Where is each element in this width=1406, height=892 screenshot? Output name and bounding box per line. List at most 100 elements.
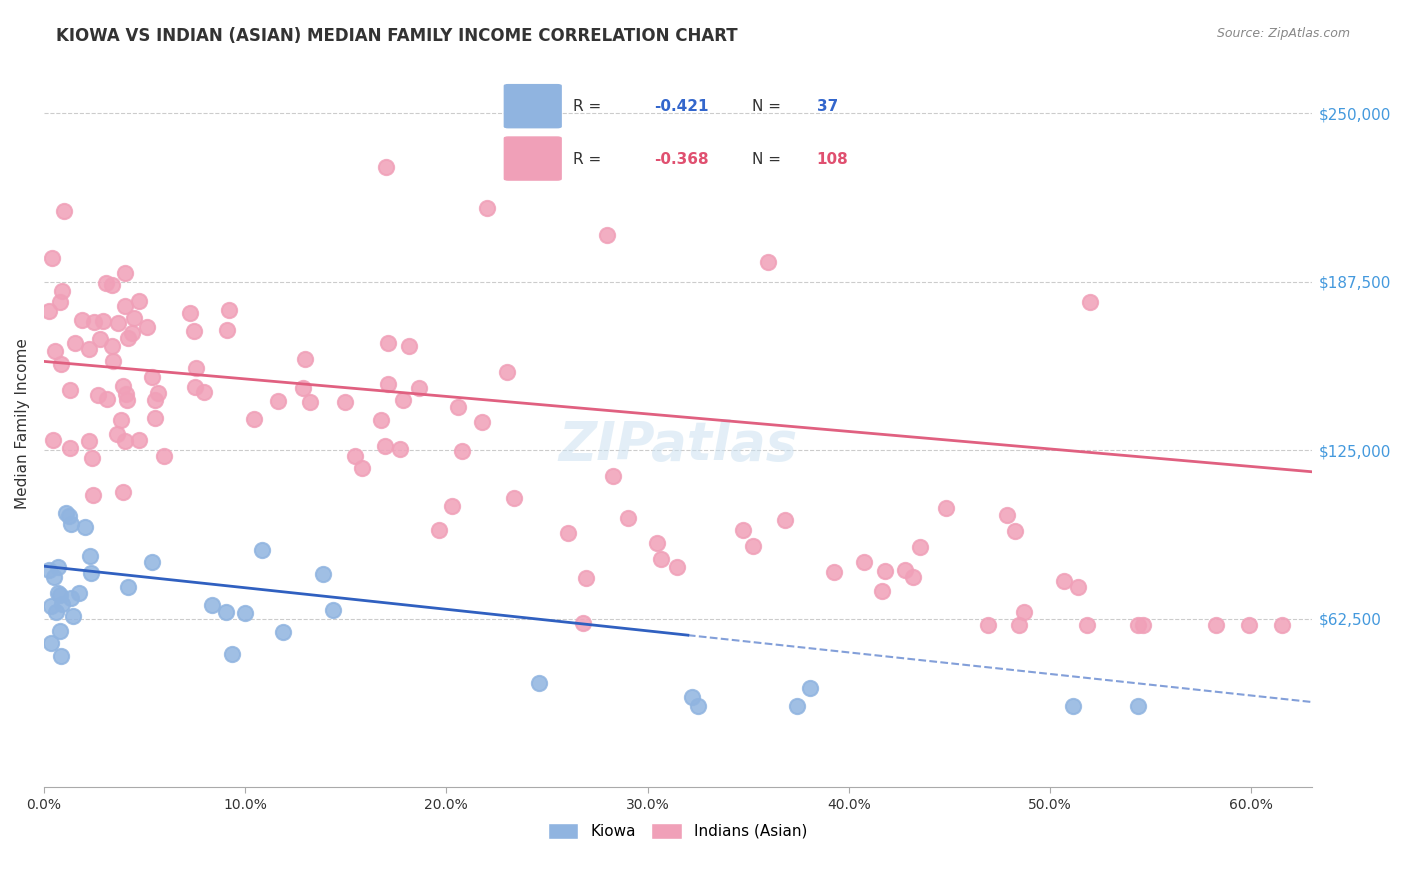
Point [377, 336, 399, 351]
Point [681, 690, 703, 704]
Point [299, 394, 322, 409]
Point [853, 555, 876, 569]
Point [503, 491, 526, 505]
Point [596, 227, 619, 242]
Point [1128, 699, 1150, 714]
Point [41, 251, 63, 265]
Point [60, 591, 83, 605]
Point [650, 552, 672, 566]
Point [440, 500, 463, 514]
Point [49, 357, 72, 371]
Point [128, 433, 150, 447]
Point [59, 384, 82, 398]
Point [117, 331, 139, 345]
Point [1205, 618, 1227, 632]
Point [89, 332, 111, 346]
Point [100, 338, 122, 352]
Point [935, 500, 957, 515]
Point [96, 392, 118, 406]
Point [83, 315, 105, 329]
Point [121, 326, 143, 341]
Point [51, 649, 73, 664]
Point [471, 415, 494, 429]
Point [201, 598, 224, 612]
Point [893, 563, 915, 577]
Point [100, 277, 122, 292]
Point [408, 381, 430, 395]
Point [152, 450, 174, 464]
Point [335, 394, 357, 409]
Point [49, 588, 72, 602]
Point [114, 300, 136, 314]
Point [193, 384, 215, 399]
Point [398, 339, 420, 353]
Point [1078, 295, 1101, 310]
Point [217, 323, 239, 337]
Point [824, 566, 846, 580]
Point [271, 625, 294, 640]
Point [218, 303, 240, 318]
Point [343, 449, 366, 463]
Text: Source: ZipAtlas.com: Source: ZipAtlas.com [1216, 27, 1350, 40]
Point [80, 566, 103, 581]
Point [1271, 618, 1294, 632]
Point [450, 443, 472, 458]
Point [901, 570, 924, 584]
Point [58, 442, 80, 456]
Point [686, 699, 709, 714]
Point [60, 516, 83, 531]
Point [529, 675, 551, 690]
Point [221, 647, 243, 661]
Point [242, 411, 264, 425]
Point [1067, 581, 1090, 595]
Point [67, 586, 90, 600]
Point [742, 539, 765, 553]
Point [141, 369, 163, 384]
Point [105, 426, 128, 441]
Legend: Kiowa, Indians (Asian): Kiowa, Indians (Asian) [541, 817, 814, 845]
Point [350, 461, 373, 475]
Point [447, 401, 470, 415]
Point [49, 295, 72, 310]
Point [602, 468, 624, 483]
Point [1012, 605, 1035, 619]
Point [46, 559, 69, 574]
Text: ZIPatlas: ZIPatlas [558, 419, 797, 471]
Point [94, 276, 117, 290]
Point [146, 385, 169, 400]
Point [51, 597, 73, 611]
Point [773, 513, 796, 527]
Point [392, 392, 415, 407]
Point [114, 266, 136, 280]
Point [756, 254, 779, 268]
Point [53, 204, 76, 219]
Point [377, 376, 399, 391]
Point [51, 284, 73, 298]
Point [786, 699, 808, 714]
Point [388, 442, 411, 457]
Point [557, 525, 579, 540]
Point [427, 523, 450, 537]
Point [42, 433, 65, 447]
Point [38, 563, 60, 577]
Point [875, 564, 897, 578]
Point [645, 536, 668, 550]
Point [183, 324, 205, 338]
Point [1076, 618, 1098, 632]
Point [63, 335, 86, 350]
Point [117, 581, 139, 595]
Point [312, 566, 335, 581]
Point [111, 485, 134, 500]
Point [107, 316, 129, 330]
Point [908, 540, 931, 554]
Point [666, 560, 689, 574]
Point [143, 393, 166, 408]
Point [184, 360, 207, 375]
Point [49, 624, 72, 638]
Point [55, 506, 77, 520]
Point [101, 354, 124, 368]
Point [110, 413, 132, 427]
Point [45, 605, 67, 619]
Point [496, 366, 519, 380]
Point [291, 381, 314, 395]
